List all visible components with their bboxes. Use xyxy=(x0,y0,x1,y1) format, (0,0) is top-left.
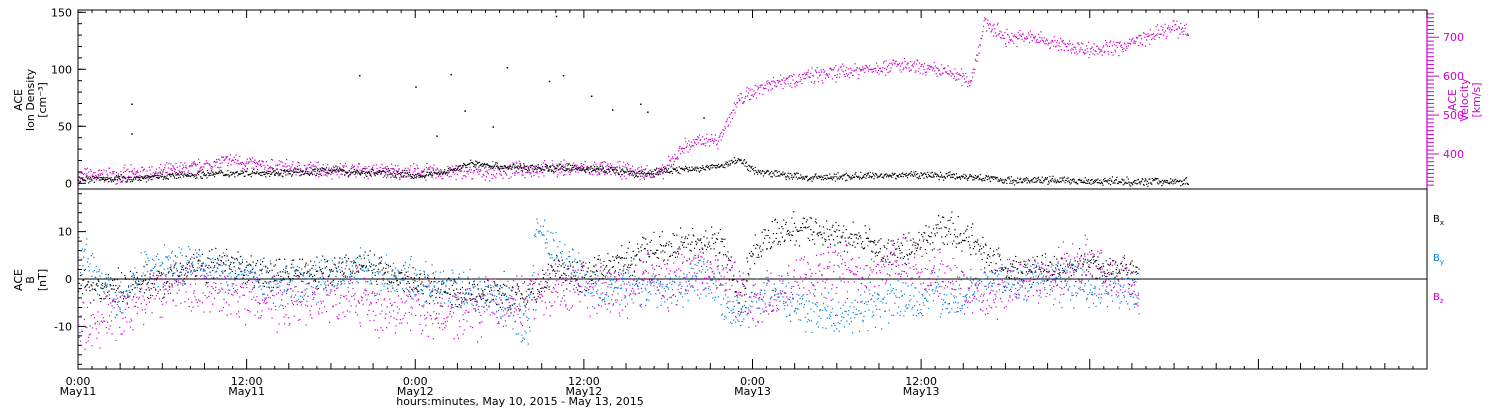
x-axis: 0:00May1112:00May110:00May1212:00May120:… xyxy=(60,10,1428,408)
density-tick-label: 150 xyxy=(51,6,72,19)
density-spike xyxy=(415,86,417,88)
x-tick-time-label: 0:00 xyxy=(740,375,765,388)
x-tick-time-label: 12:00 xyxy=(905,375,937,388)
velocity-axis-label-line: Velocity xyxy=(1458,78,1471,122)
b-axis-label: ACE B [nT] xyxy=(12,269,49,291)
bx-points xyxy=(78,211,1140,314)
x-tick-date-label: May13 xyxy=(734,385,771,398)
x-tick-time-label: 0:00 xyxy=(403,375,428,388)
density-spike xyxy=(131,133,133,135)
bz-points xyxy=(78,234,1140,350)
x-tick-date-label: May12 xyxy=(397,385,434,398)
velocity-tick-label: 600 xyxy=(1443,70,1464,83)
density-spike xyxy=(640,103,642,105)
velocity-axis-label-line: ACE xyxy=(1446,89,1459,111)
density-axis-label-line: [cm⁻³] xyxy=(36,82,49,118)
density-axis-label-line: ACE xyxy=(12,89,25,111)
b-tick-label: 10 xyxy=(58,226,72,239)
density-spike xyxy=(590,95,593,98)
density-spike xyxy=(492,126,495,128)
velocity-tick-label: 400 xyxy=(1443,148,1464,161)
density-spike xyxy=(611,109,614,111)
density-spike xyxy=(359,74,361,77)
density-spike xyxy=(548,80,551,83)
density-tick-label: 100 xyxy=(51,63,72,76)
by-points xyxy=(78,218,1140,345)
x-tick-time-label: 12:00 xyxy=(231,375,263,388)
velocity-axis-label: ACE Velocity [km/s] xyxy=(1446,78,1483,122)
x-axis-title: hours:minutes, May 10, 2015 - May 13, 20… xyxy=(396,395,644,408)
density-tick-label: 0 xyxy=(65,177,72,190)
legend-By: By xyxy=(1433,253,1444,266)
bottom-panel-magnetic-field: -10 0 10 ACE B [nT] Bx By Bz xyxy=(12,188,1444,370)
density-spike xyxy=(562,74,565,77)
b-tick-label: -10 xyxy=(54,320,72,333)
x-tick-time-label: 12:00 xyxy=(568,375,600,388)
x-tick-date-label: May13 xyxy=(903,385,940,398)
density-tick-label: 50 xyxy=(58,120,72,133)
density-axis-label: ACE Ion Density [cm⁻³] xyxy=(12,68,49,131)
legend-Bz: Bz xyxy=(1433,292,1444,305)
density-spike xyxy=(131,103,133,105)
legend-Bx: Bx xyxy=(1433,214,1444,227)
density-axis-label-line: Ion Density xyxy=(24,68,37,131)
density-spike xyxy=(464,110,466,112)
x-tick-date-label: May11 xyxy=(228,385,265,398)
velocity-points xyxy=(78,17,1189,186)
b-tick-label: 0 xyxy=(65,273,72,286)
b-axis-label-line: B xyxy=(24,276,37,284)
density-spike xyxy=(703,117,705,119)
density-spike-points xyxy=(131,15,705,137)
density-spike xyxy=(506,67,509,69)
density-spike xyxy=(555,15,558,18)
x-tick-date-label: May11 xyxy=(60,385,97,398)
velocity-axis-label-line: [km/s] xyxy=(1470,82,1483,117)
velocity-tick-label: 700 xyxy=(1443,31,1464,44)
density-spike xyxy=(436,135,438,137)
density-spike xyxy=(647,111,649,113)
b-axis-label-line: ACE xyxy=(12,269,25,291)
velocity-tick-label: 500 xyxy=(1443,109,1464,122)
b-axis-label-line: [nT] xyxy=(36,269,49,291)
x-tick-time-label: 0:00 xyxy=(66,375,91,388)
density-points xyxy=(78,157,1189,187)
x-tick-date-label: May12 xyxy=(566,385,603,398)
density-spike xyxy=(450,73,452,76)
